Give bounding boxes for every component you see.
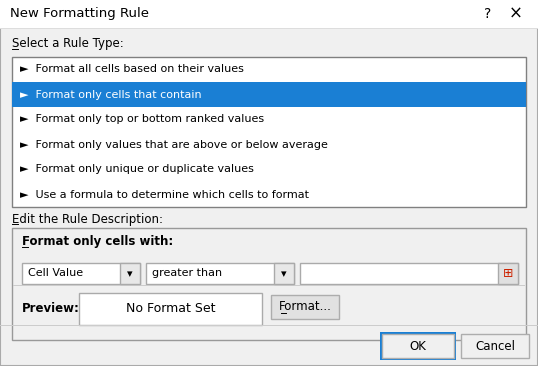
Text: Format...: Format...: [279, 300, 331, 314]
Text: New Formatting Rule: New Formatting Rule: [10, 7, 149, 20]
Bar: [274, 263, 294, 284]
Bar: [380, 332, 456, 360]
Text: ▾: ▾: [281, 269, 287, 280]
Bar: [12, 57, 526, 207]
Text: No Format Set: No Format Set: [126, 303, 215, 315]
Text: ?: ?: [484, 7, 492, 21]
Text: ►  Use a formula to determine which cells to format: ► Use a formula to determine which cells…: [20, 190, 309, 199]
Text: ►  Format only top or bottom ranked values: ► Format only top or bottom ranked value…: [20, 115, 264, 124]
Text: ►  Format all cells based on their values: ► Format all cells based on their values: [20, 64, 244, 75]
Text: OK: OK: [409, 340, 427, 352]
Text: ►  Format only cells that contain: ► Format only cells that contain: [20, 90, 202, 100]
Text: ×: ×: [509, 5, 523, 23]
Text: Edit the Rule Description:: Edit the Rule Description:: [12, 213, 163, 225]
Text: Preview:: Preview:: [22, 303, 80, 315]
Bar: [0, 0, 538, 28]
Bar: [0, 325, 538, 326]
Bar: [461, 334, 529, 358]
Text: Cancel: Cancel: [475, 340, 515, 352]
Text: ►  Format only values that are above or below average: ► Format only values that are above or b…: [20, 139, 328, 149]
Text: Select a Rule Type:: Select a Rule Type:: [12, 37, 124, 51]
Bar: [498, 263, 518, 284]
Text: ⊞: ⊞: [502, 267, 513, 280]
Bar: [120, 263, 140, 284]
Bar: [22, 263, 140, 284]
Bar: [271, 295, 339, 319]
Bar: [13, 285, 525, 286]
Bar: [79, 293, 262, 325]
Bar: [0, 28, 538, 29]
Bar: [146, 263, 294, 284]
Text: greater than: greater than: [152, 269, 222, 279]
Bar: [12, 82, 526, 107]
Bar: [300, 263, 518, 284]
Bar: [12, 228, 526, 340]
Bar: [382, 334, 454, 358]
Text: Format only cells with:: Format only cells with:: [22, 235, 173, 247]
Text: Cell Value: Cell Value: [28, 269, 83, 279]
Text: ►  Format only unique or duplicate values: ► Format only unique or duplicate values: [20, 164, 254, 175]
Text: ▾: ▾: [127, 269, 133, 280]
